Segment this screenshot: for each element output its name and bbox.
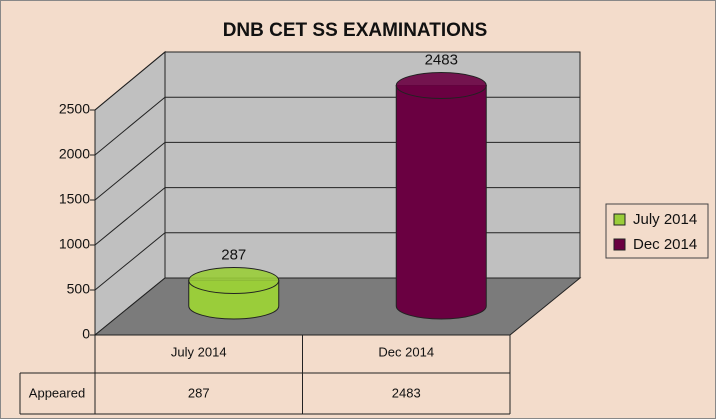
y-tick-label: 1500 (59, 191, 90, 207)
table-header: Dec 2014 (378, 344, 434, 359)
grid-line (94, 51, 166, 111)
y-tick-label: 2000 (59, 146, 90, 162)
grid-line (94, 187, 166, 246)
grid-line (94, 96, 166, 156)
bar-top (188, 267, 280, 295)
table-row-label: Appeared (29, 385, 85, 400)
floor (93, 277, 582, 336)
back-wall (164, 51, 581, 279)
bar-top (395, 72, 487, 100)
grid-line (94, 142, 166, 201)
table-cell: 287 (188, 385, 210, 400)
y-tick-label: 2500 (59, 101, 90, 117)
grid-line (94, 232, 166, 291)
y-tick-label: 500 (67, 281, 91, 297)
legend-label: Dec 2014 (633, 236, 697, 253)
y-tick-label: 0 (82, 326, 90, 342)
legend-box (605, 203, 709, 259)
data-label: 287 (221, 246, 246, 263)
chart-title: DNB CET SS EXAMINATIONS (223, 20, 488, 41)
legend-swatch (613, 213, 626, 226)
table-header: July 2014 (171, 344, 227, 359)
y-tick-label: 1000 (59, 236, 90, 252)
bar (188, 267, 280, 320)
bar (395, 72, 487, 320)
legend-swatch (613, 238, 626, 251)
table-cell: 2483 (392, 385, 421, 400)
bar-body (395, 85, 487, 320)
data-label: 2483 (425, 51, 458, 68)
legend-label: July 2014 (633, 211, 697, 228)
